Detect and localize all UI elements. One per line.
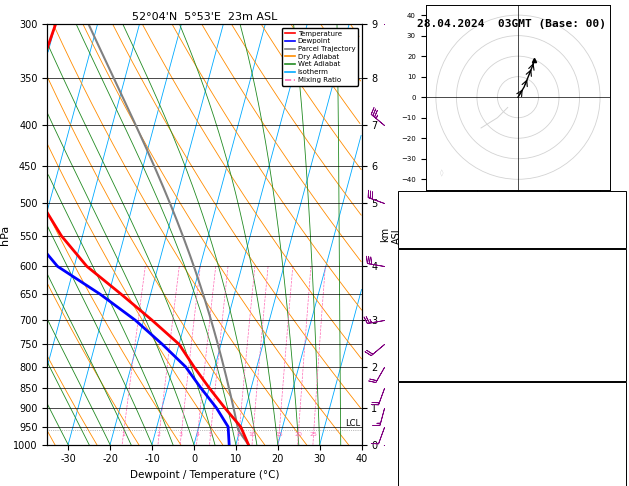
Title: 52°04'N  5°53'E  23m ASL: 52°04'N 5°53'E 23m ASL: [131, 12, 277, 22]
Text: Lifted Index: Lifted Index: [403, 441, 473, 451]
Text: 4: 4: [195, 432, 199, 437]
Text: Dewp (°C): Dewp (°C): [403, 290, 455, 300]
Text: PW (cm): PW (cm): [403, 233, 443, 243]
Text: 1: 1: [121, 432, 125, 437]
Text: 3: 3: [179, 432, 183, 437]
Text: 0: 0: [615, 346, 621, 355]
Text: θε(K): θε(K): [403, 309, 432, 318]
Text: ◊: ◊: [440, 170, 443, 177]
Text: θε (K): θε (K): [403, 422, 438, 432]
Text: 10: 10: [248, 432, 257, 437]
Text: 3: 3: [615, 441, 621, 451]
Text: 4: 4: [615, 327, 621, 337]
Text: Temp (°C): Temp (°C): [403, 272, 455, 281]
X-axis label: kt: kt: [514, 207, 522, 216]
Y-axis label: hPa: hPa: [0, 225, 10, 244]
Text: K: K: [403, 196, 408, 207]
Text: 0: 0: [615, 459, 621, 469]
X-axis label: Dewpoint / Temperature (°C): Dewpoint / Temperature (°C): [130, 470, 279, 480]
Text: 8.4: 8.4: [603, 290, 621, 300]
Text: 15: 15: [275, 432, 282, 437]
Text: Most Unstable: Most Unstable: [474, 385, 550, 395]
Text: 25: 25: [309, 432, 317, 437]
Text: Surface: Surface: [491, 253, 532, 263]
Text: 2.16: 2.16: [598, 233, 621, 243]
Text: 305: 305: [603, 309, 621, 318]
Text: CAPE (J): CAPE (J): [403, 459, 450, 469]
Text: 20: 20: [294, 432, 302, 437]
Text: 750: 750: [603, 404, 621, 414]
Text: 8: 8: [237, 432, 240, 437]
Text: 2: 2: [157, 432, 161, 437]
Text: Totals Totals: Totals Totals: [403, 215, 479, 225]
Text: Pressure (mb): Pressure (mb): [403, 404, 479, 414]
Text: 0: 0: [615, 478, 621, 486]
Legend: Temperature, Dewpoint, Parcel Trajectory, Dry Adiabat, Wet Adiabat, Isotherm, Mi: Temperature, Dewpoint, Parcel Trajectory…: [282, 28, 358, 86]
Text: 5: 5: [208, 432, 212, 437]
Text: 28.04.2024  03GMT (Base: 00): 28.04.2024 03GMT (Base: 00): [417, 19, 606, 30]
Text: 29: 29: [609, 196, 621, 207]
Text: © weatheronline.co.uk: © weatheronline.co.uk: [459, 450, 564, 459]
Text: CAPE (J): CAPE (J): [403, 346, 450, 355]
Text: CIN (J): CIN (J): [403, 478, 443, 486]
Text: CIN (J): CIN (J): [403, 364, 443, 374]
Y-axis label: km
ASL: km ASL: [381, 226, 402, 243]
Text: 51: 51: [609, 215, 621, 225]
Text: 13: 13: [609, 272, 621, 281]
Text: 0: 0: [615, 364, 621, 374]
Text: 307: 307: [603, 422, 621, 432]
Text: LCL: LCL: [345, 419, 360, 428]
Text: Lifted Index: Lifted Index: [403, 327, 473, 337]
